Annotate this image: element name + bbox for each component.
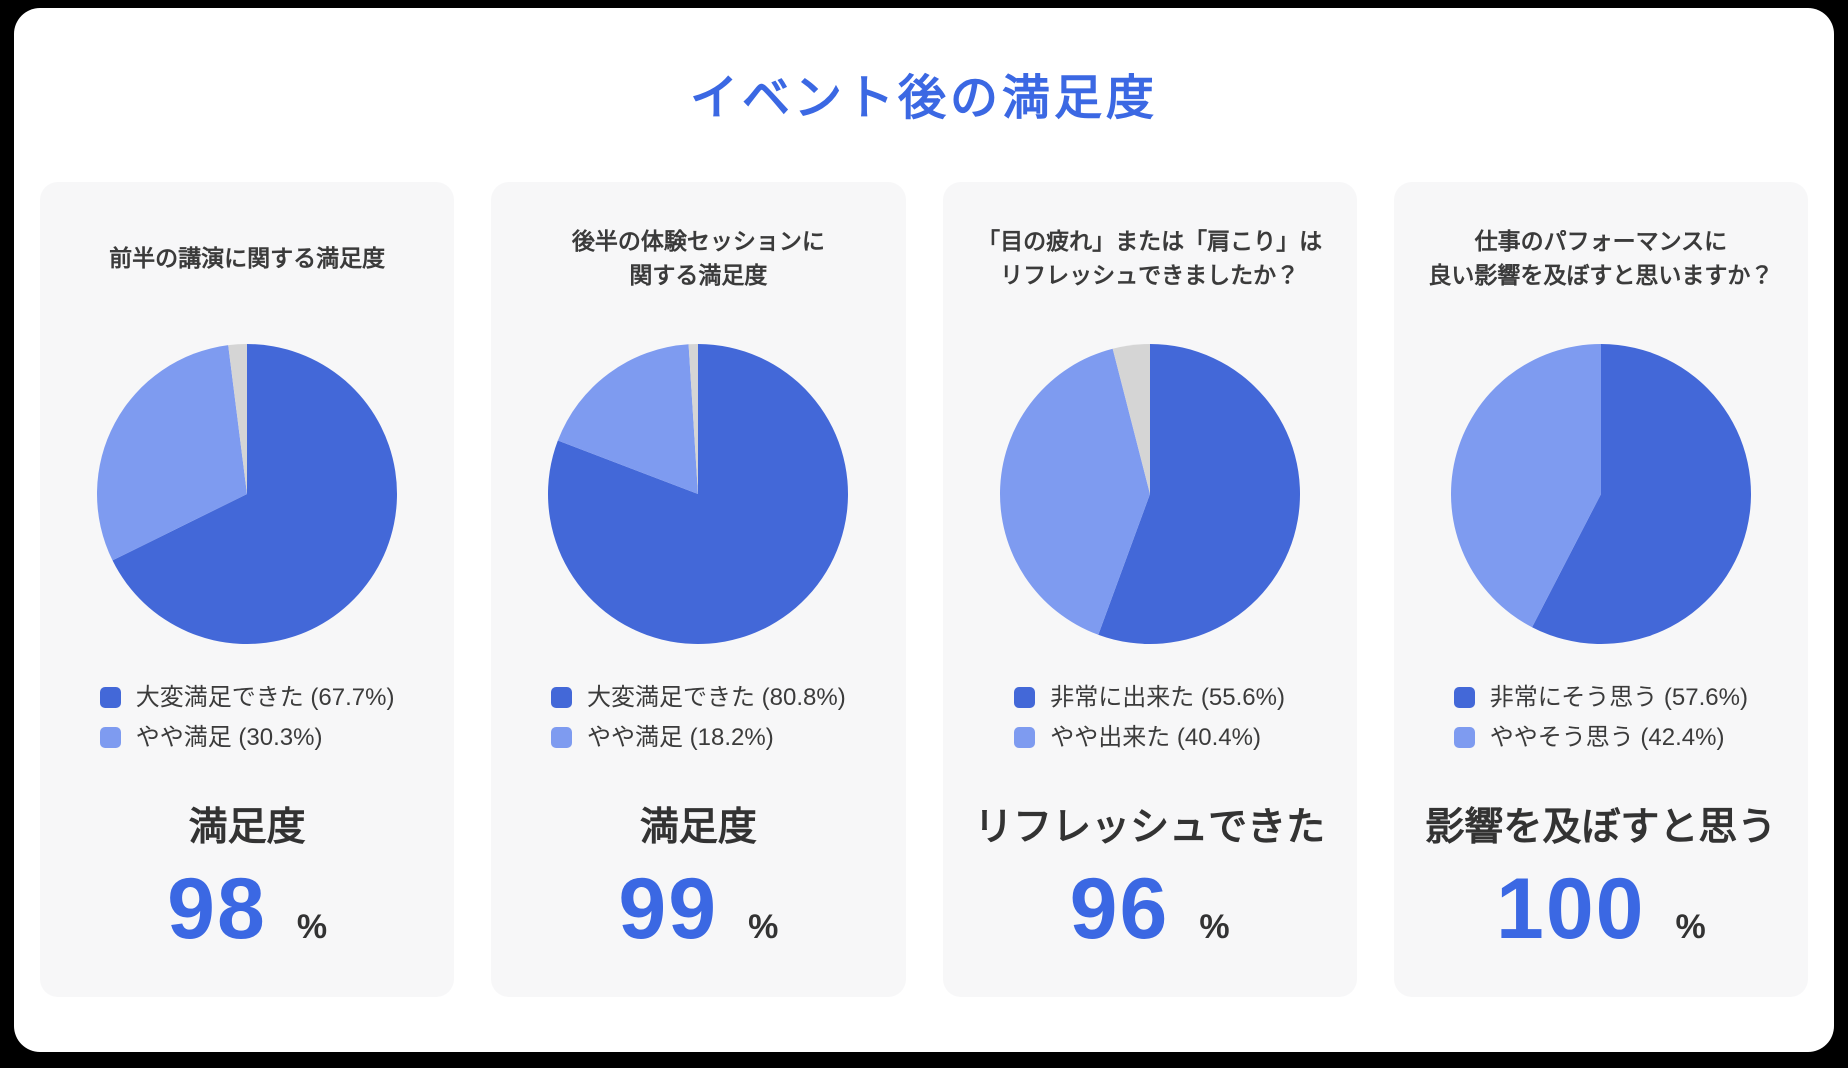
legend-item: 非常にそう思う (57.6%) bbox=[1453, 678, 1748, 718]
result-value: 99 bbox=[618, 860, 719, 957]
stat-card: 後半の体験セッションに 関する満足度 大変満足できた (80.8%) やや満足 (… bbox=[491, 181, 906, 997]
card-title: 仕事のパフォーマンスに 良い影響を及ぼすと思いますか？ bbox=[1428, 227, 1774, 288]
result-value-row: 99 % bbox=[618, 860, 779, 957]
legend-label: 非常にそう思う (57.6%) bbox=[1489, 683, 1748, 711]
pie-slice bbox=[228, 343, 248, 494]
legend-swatch-icon bbox=[1014, 727, 1036, 749]
pie-chart-svg bbox=[1450, 343, 1751, 644]
stat-card: 仕事のパフォーマンスに 良い影響を及ぼすと思いますか？ 非常にそう思う (57.… bbox=[1393, 181, 1808, 997]
page-title: イベント後の満足度 bbox=[689, 72, 1158, 125]
pie-slice bbox=[558, 343, 699, 494]
pie-chart-svg bbox=[999, 343, 1300, 644]
legend-swatch-icon bbox=[99, 687, 121, 709]
pie-slice bbox=[1112, 343, 1150, 494]
pie-slice bbox=[548, 343, 849, 644]
pie-slice bbox=[112, 343, 398, 644]
result-value: 96 bbox=[1069, 860, 1170, 957]
pie-slice bbox=[1097, 343, 1300, 644]
legend-item: 非常に出来た (55.6%) bbox=[1014, 678, 1285, 718]
result-value: 100 bbox=[1496, 860, 1646, 957]
legend-item: 大変満足できた (80.8%) bbox=[551, 678, 846, 718]
result-label: 満足度 bbox=[188, 805, 306, 849]
legend-swatch-icon bbox=[551, 727, 573, 749]
legend-label: やや満足 (30.3%) bbox=[135, 723, 323, 751]
legend-swatch-icon bbox=[99, 727, 121, 749]
legend-item: やや出来た (40.4%) bbox=[1014, 718, 1285, 758]
legend-label: 大変満足できた (67.7%) bbox=[135, 683, 395, 711]
result-value-row: 96 % bbox=[1069, 860, 1230, 957]
result-value: 98 bbox=[167, 860, 267, 957]
stat-card: 「目の疲れ」または「肩こり」は リフレッシュできましたか？ 非常に出来た (55… bbox=[942, 181, 1357, 997]
legend-swatch-icon bbox=[1453, 727, 1475, 749]
result-unit-label: % bbox=[296, 907, 328, 946]
legend-swatch-icon bbox=[1014, 687, 1036, 709]
legend: 非常にそう思う (57.6%) ややそう思う (42.4%) bbox=[1453, 678, 1748, 758]
pie-chart bbox=[1450, 343, 1751, 644]
pie-chart-svg bbox=[97, 343, 398, 644]
pie-slice bbox=[97, 344, 248, 561]
card-title: 前半の講演に関する満足度 bbox=[109, 244, 386, 271]
card-title: 「目の疲れ」または「肩こり」は リフレッシュできましたか？ bbox=[977, 227, 1323, 288]
result-unit-label: % bbox=[1199, 907, 1230, 946]
legend-label: やや満足 (18.2%) bbox=[587, 723, 774, 751]
legend-item: 大変満足できた (67.7%) bbox=[99, 678, 395, 718]
legend: 大変満足できた (80.8%) やや満足 (18.2%) bbox=[551, 678, 846, 758]
result-label: 影響を及ぼすと思う bbox=[1425, 805, 1777, 849]
result-label: リフレッシュできた bbox=[974, 805, 1326, 849]
result-value-row: 100 % bbox=[1496, 860, 1706, 957]
legend-label: 大変満足できた (80.8%) bbox=[587, 683, 846, 711]
stat-card: 前半の講演に関する満足度 大変満足できた (67.7%) やや満足 (30.3%)… bbox=[40, 181, 455, 997]
pie-chart bbox=[97, 343, 398, 644]
legend-label: ややそう思う (42.4%) bbox=[1489, 723, 1725, 751]
pie-chart bbox=[999, 343, 1300, 644]
legend-label: やや出来た (40.4%) bbox=[1050, 723, 1261, 751]
legend-item: やや満足 (30.3%) bbox=[99, 718, 395, 758]
pie-slice bbox=[999, 348, 1150, 635]
legend-swatch-icon bbox=[1453, 687, 1475, 709]
pie-slice bbox=[688, 343, 699, 494]
result-value-row: 98 % bbox=[167, 860, 328, 957]
pie-chart-svg bbox=[548, 343, 849, 644]
pie-chart bbox=[548, 343, 849, 644]
result-unit-label: % bbox=[1675, 907, 1706, 946]
legend-item: やや満足 (18.2%) bbox=[551, 718, 846, 758]
legend-label: 非常に出来た (55.6%) bbox=[1050, 683, 1285, 711]
pie-slice bbox=[1531, 343, 1751, 644]
result-unit-label: % bbox=[748, 907, 779, 946]
page: イベント後の満足度 前半の講演に関する満足度 大変満足できた (67.7%) やや… bbox=[14, 8, 1834, 1052]
legend-item: ややそう思う (42.4%) bbox=[1453, 718, 1748, 758]
legend: 非常に出来た (55.6%) やや出来た (40.4%) bbox=[1014, 678, 1285, 758]
legend: 大変満足できた (67.7%) やや満足 (30.3%) bbox=[99, 678, 395, 758]
result-label: 満足度 bbox=[639, 805, 757, 849]
pie-slice bbox=[1450, 343, 1601, 627]
cards-row: 前半の講演に関する満足度 大変満足できた (67.7%) やや満足 (30.3%)… bbox=[40, 181, 1808, 997]
legend-swatch-icon bbox=[551, 687, 573, 709]
card-title: 後半の体験セッションに 関する満足度 bbox=[571, 227, 825, 288]
